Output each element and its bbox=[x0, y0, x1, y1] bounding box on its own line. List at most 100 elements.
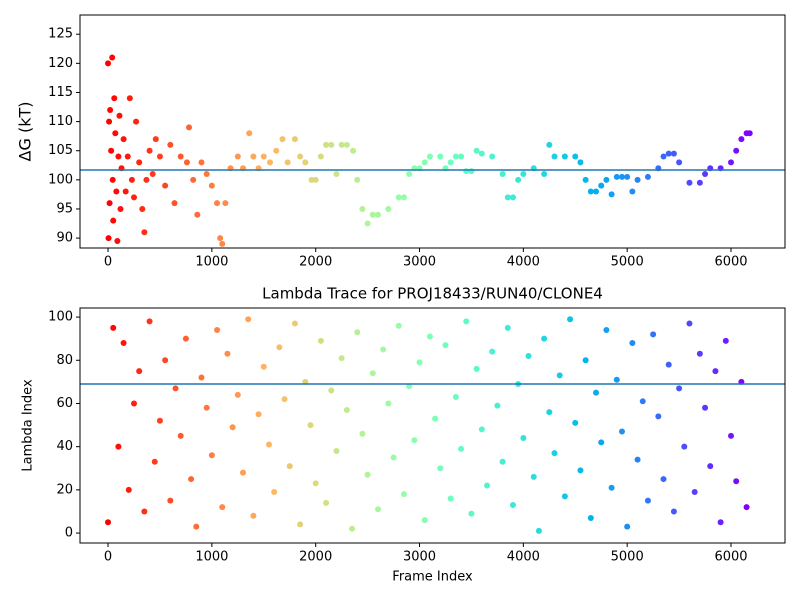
point bbox=[665, 150, 672, 157]
point bbox=[208, 182, 215, 189]
point bbox=[364, 471, 371, 478]
point bbox=[260, 363, 267, 370]
point bbox=[546, 409, 553, 416]
point bbox=[504, 194, 511, 201]
point bbox=[426, 333, 433, 340]
point bbox=[111, 95, 118, 102]
point bbox=[603, 176, 610, 183]
point bbox=[458, 153, 465, 160]
point bbox=[109, 176, 116, 183]
point bbox=[618, 428, 625, 435]
point bbox=[385, 400, 392, 407]
point bbox=[515, 176, 522, 183]
point bbox=[126, 95, 133, 102]
point bbox=[146, 318, 153, 325]
point bbox=[186, 124, 193, 131]
point bbox=[117, 205, 124, 212]
point bbox=[136, 159, 143, 166]
point bbox=[489, 348, 496, 355]
point bbox=[214, 327, 221, 334]
point bbox=[171, 200, 178, 207]
point bbox=[291, 136, 298, 143]
point bbox=[587, 188, 594, 195]
y-tick-label: 0 bbox=[65, 526, 73, 541]
point bbox=[234, 391, 241, 398]
point bbox=[670, 150, 677, 157]
point bbox=[343, 141, 350, 148]
point bbox=[546, 141, 553, 148]
point bbox=[468, 510, 475, 517]
point bbox=[281, 396, 288, 403]
point bbox=[676, 385, 683, 392]
y-tick-label: 125 bbox=[48, 27, 73, 42]
point bbox=[426, 153, 433, 160]
point bbox=[421, 517, 428, 524]
point bbox=[333, 447, 340, 454]
point bbox=[105, 519, 112, 526]
point bbox=[452, 393, 459, 400]
point bbox=[110, 217, 117, 224]
point bbox=[273, 147, 280, 154]
point bbox=[691, 489, 698, 496]
point bbox=[733, 147, 740, 154]
x-tick-label: 2000 bbox=[299, 550, 332, 565]
point bbox=[728, 159, 735, 166]
point bbox=[172, 385, 179, 392]
point bbox=[722, 337, 729, 344]
point bbox=[572, 419, 579, 426]
point bbox=[265, 441, 272, 448]
point bbox=[156, 417, 163, 424]
point bbox=[525, 352, 532, 359]
point bbox=[328, 387, 335, 394]
point bbox=[728, 432, 735, 439]
point bbox=[308, 176, 315, 183]
point bbox=[182, 335, 189, 342]
point bbox=[442, 342, 449, 349]
point bbox=[350, 147, 357, 154]
x-tick-label: 4000 bbox=[507, 255, 540, 270]
point bbox=[112, 130, 119, 137]
point bbox=[229, 424, 236, 431]
y-tick-label: 100 bbox=[48, 172, 73, 187]
point bbox=[323, 499, 330, 506]
point bbox=[115, 443, 122, 450]
point bbox=[122, 188, 129, 195]
point bbox=[146, 147, 153, 154]
point bbox=[106, 200, 113, 207]
x-tick-label: 5000 bbox=[611, 255, 644, 270]
point bbox=[608, 191, 615, 198]
point bbox=[133, 118, 140, 125]
point bbox=[312, 176, 319, 183]
point bbox=[219, 504, 226, 511]
point bbox=[613, 376, 620, 383]
point bbox=[437, 465, 444, 472]
point bbox=[198, 374, 205, 381]
point bbox=[458, 445, 465, 452]
point bbox=[124, 153, 131, 160]
point bbox=[541, 171, 548, 178]
point bbox=[618, 173, 625, 180]
point bbox=[105, 60, 112, 67]
point bbox=[587, 514, 594, 521]
point bbox=[136, 368, 143, 375]
point bbox=[400, 491, 407, 498]
point bbox=[167, 141, 174, 148]
point bbox=[297, 153, 304, 160]
point bbox=[203, 171, 210, 178]
point bbox=[634, 176, 641, 183]
point bbox=[276, 344, 283, 351]
x-tick-label: 5000 bbox=[611, 550, 644, 565]
point bbox=[613, 173, 620, 180]
point bbox=[141, 508, 148, 515]
point bbox=[194, 211, 201, 218]
point bbox=[452, 153, 459, 160]
y-tick-label: 105 bbox=[48, 143, 73, 158]
point bbox=[556, 372, 563, 379]
x-tick-label: 0 bbox=[104, 255, 112, 270]
point bbox=[286, 463, 293, 470]
point bbox=[267, 159, 274, 166]
point bbox=[593, 188, 600, 195]
point bbox=[234, 153, 241, 160]
point bbox=[447, 495, 454, 502]
